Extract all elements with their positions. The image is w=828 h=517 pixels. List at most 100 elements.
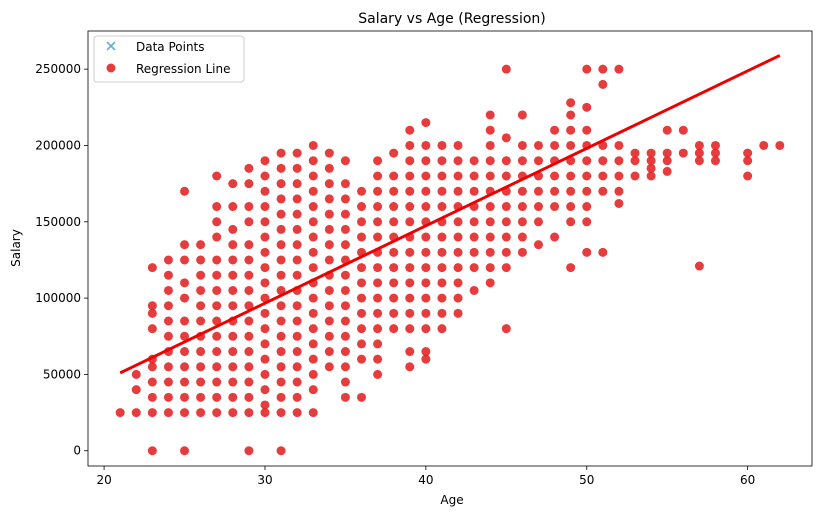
data-point	[196, 362, 206, 372]
data-point	[405, 293, 415, 303]
data-point	[244, 179, 254, 189]
data-point	[437, 293, 447, 303]
data-point	[614, 198, 624, 208]
data-point	[533, 140, 543, 150]
data-point	[357, 232, 367, 242]
data-point	[405, 125, 415, 135]
data-point	[308, 156, 318, 166]
data-point	[260, 232, 270, 242]
data-point	[340, 392, 350, 402]
data-point	[582, 64, 592, 74]
data-point	[340, 224, 350, 234]
data-point	[212, 217, 222, 227]
data-point	[244, 392, 254, 402]
data-point	[228, 392, 238, 402]
data-point	[373, 308, 383, 318]
data-point	[453, 278, 463, 288]
data-point	[324, 179, 334, 189]
data-point	[260, 156, 270, 166]
data-point	[357, 324, 367, 334]
data-point	[180, 186, 190, 196]
data-point	[180, 278, 190, 288]
data-point	[308, 385, 318, 395]
data-point	[163, 301, 173, 311]
data-point	[292, 163, 302, 173]
data-point	[598, 247, 608, 257]
data-point	[163, 408, 173, 418]
data-point	[212, 377, 222, 387]
data-point	[228, 240, 238, 250]
data-point	[308, 217, 318, 227]
data-point	[212, 232, 222, 242]
plot-area	[115, 54, 785, 456]
data-point	[292, 255, 302, 265]
data-point	[180, 446, 190, 456]
data-point	[308, 354, 318, 364]
data-point	[292, 347, 302, 357]
data-point	[405, 217, 415, 227]
data-point	[260, 293, 270, 303]
data-point	[501, 324, 511, 334]
data-point	[469, 247, 479, 257]
data-point	[180, 408, 190, 418]
data-point	[437, 263, 447, 273]
data-point	[453, 247, 463, 257]
data-point	[260, 186, 270, 196]
data-point	[260, 369, 270, 379]
data-point	[292, 209, 302, 219]
data-point	[357, 339, 367, 349]
data-point	[147, 362, 157, 372]
data-point	[276, 446, 286, 456]
data-point	[292, 224, 302, 234]
data-point	[357, 217, 367, 227]
data-point	[566, 110, 576, 120]
data-point	[228, 347, 238, 357]
data-point	[598, 171, 608, 181]
data-point	[533, 217, 543, 227]
data-point	[389, 186, 399, 196]
data-point	[276, 224, 286, 234]
data-point	[324, 194, 334, 204]
data-point	[131, 385, 141, 395]
y-tick-label: 150000	[35, 215, 81, 229]
data-point	[743, 171, 753, 181]
data-point	[743, 148, 753, 158]
data-point	[340, 347, 350, 357]
data-point	[357, 202, 367, 212]
data-point	[180, 392, 190, 402]
data-point	[743, 156, 753, 166]
data-point	[357, 263, 367, 273]
data-point	[180, 347, 190, 357]
data-point	[485, 110, 495, 120]
data-point	[340, 285, 350, 295]
data-point	[389, 308, 399, 318]
data-point	[469, 156, 479, 166]
data-point	[131, 408, 141, 418]
axes-frame	[87, 30, 813, 467]
data-point	[163, 285, 173, 295]
data-point	[340, 301, 350, 311]
data-point	[228, 224, 238, 234]
data-point	[630, 171, 640, 181]
data-point	[196, 270, 206, 280]
data-point	[244, 301, 254, 311]
data-point	[405, 202, 415, 212]
data-point	[276, 408, 286, 418]
data-point	[485, 140, 495, 150]
data-point	[244, 377, 254, 387]
data-point	[662, 156, 672, 166]
data-point	[373, 278, 383, 288]
data-point	[373, 186, 383, 196]
data-point	[421, 247, 431, 257]
data-point	[550, 140, 560, 150]
data-point	[163, 316, 173, 326]
data-point	[678, 148, 688, 158]
data-point	[292, 240, 302, 250]
data-point	[405, 140, 415, 150]
data-point	[308, 232, 318, 242]
data-point	[517, 110, 527, 120]
data-point	[614, 156, 624, 166]
data-point	[228, 377, 238, 387]
